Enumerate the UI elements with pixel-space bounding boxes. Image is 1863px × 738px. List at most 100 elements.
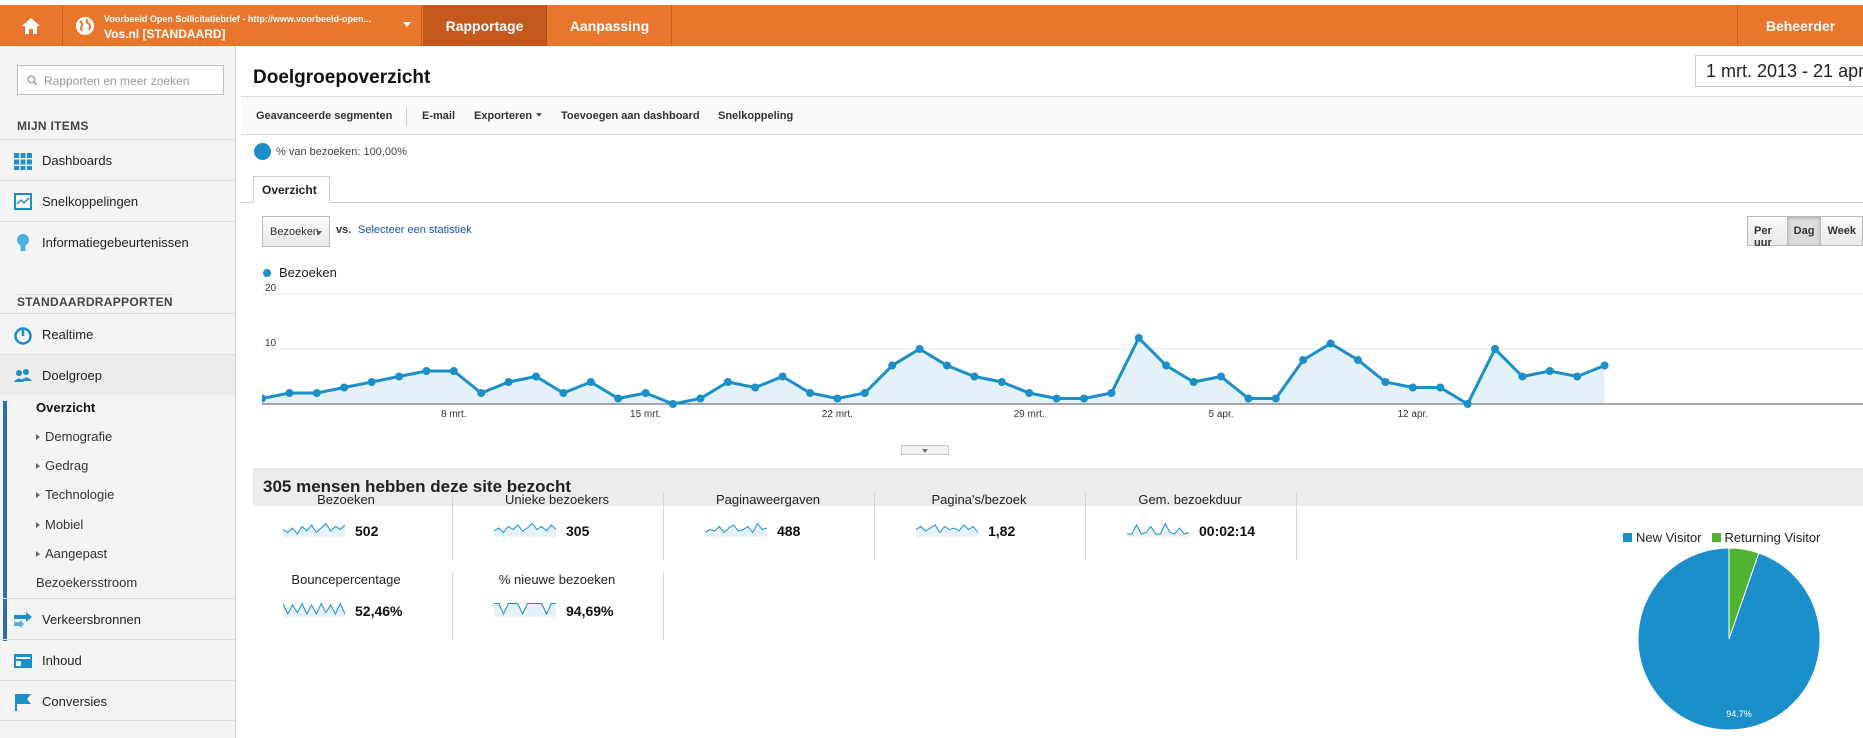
data-point[interactable] — [532, 372, 540, 381]
sidebar-subitem-bezoekersstroom[interactable]: Bezoekersstroom — [36, 575, 138, 590]
data-point[interactable] — [833, 394, 842, 403]
data-point[interactable] — [915, 345, 924, 353]
sidebar-item-informatiegebeurtenissen[interactable]: Informatiegebeurtenissen — [0, 221, 235, 262]
x-tick-label: 22 mrt. — [822, 409, 853, 420]
sidebar-item-snelkoppelingen[interactable]: Snelkoppelingen — [0, 180, 235, 221]
data-point[interactable] — [1134, 334, 1143, 342]
metric-tile[interactable]: Gem. bezoekduur 00:02:14 — [1085, 492, 1295, 562]
data-point[interactable] — [888, 361, 897, 370]
day-button[interactable]: Dag — [1786, 216, 1822, 246]
metric-tile[interactable]: Pagina's/bezoek 1,82 — [874, 492, 1084, 562]
sidebar-subitem-demografie[interactable]: Demografie — [36, 429, 112, 444]
data-point[interactable] — [1408, 383, 1417, 392]
sidebar-item-doelgroep[interactable]: Doelgroep — [0, 354, 235, 395]
week-button[interactable]: Week — [1820, 216, 1863, 246]
data-point[interactable] — [262, 394, 266, 403]
data-point[interactable] — [1080, 394, 1088, 403]
data-point[interactable] — [1025, 389, 1034, 397]
sidebar-subitem-gedrag[interactable]: Gedrag — [36, 458, 88, 473]
data-point[interactable] — [1326, 339, 1335, 348]
data-point[interactable] — [312, 389, 321, 397]
data-point[interactable] — [1381, 378, 1390, 386]
metric-select[interactable]: Bezoeken — [262, 216, 330, 247]
data-point[interactable] — [860, 389, 869, 397]
tab-overzicht[interactable]: Overzicht — [253, 176, 330, 203]
sidebar-item-verkeersbronnen[interactable]: Verkeersbronnen — [0, 598, 235, 639]
chart-collapse-handle[interactable] — [901, 445, 949, 455]
lightbulb-icon — [17, 234, 29, 251]
shortcut-button[interactable]: Snelkoppeling — [718, 110, 794, 122]
data-point[interactable] — [586, 378, 595, 386]
data-point[interactable] — [1600, 361, 1609, 370]
expand-arrow-icon — [36, 551, 40, 557]
metric-tile[interactable]: Unieke bezoekers 305 — [452, 492, 662, 562]
data-point[interactable] — [395, 372, 403, 381]
sidebar-item-inhoud[interactable]: Inhoud — [0, 639, 235, 680]
report-search-input[interactable]: Rapporten en meer zoeken — [17, 65, 224, 95]
data-point[interactable] — [1518, 372, 1527, 381]
date-range-picker[interactable]: 1 mrt. 2013 - 21 apr. 2013 — [1695, 55, 1863, 87]
sidebar-item-dashboards[interactable]: Dashboards — [0, 139, 235, 180]
data-point[interactable] — [477, 389, 486, 397]
data-point[interactable] — [970, 372, 979, 381]
sparkline-line — [494, 603, 556, 616]
data-point[interactable] — [1107, 389, 1116, 397]
data-point[interactable] — [1354, 356, 1362, 364]
sidebar-subitem-mobiel[interactable]: Mobiel — [36, 517, 83, 532]
data-point[interactable] — [504, 378, 513, 386]
data-point[interactable] — [1189, 378, 1198, 386]
sidebar-subitem-technologie[interactable]: Technologie — [36, 487, 114, 502]
email-button[interactable]: E-mail — [422, 110, 456, 122]
sidebar-subitem-overzicht[interactable]: Overzicht — [36, 400, 96, 415]
data-point[interactable] — [614, 394, 623, 403]
data-point[interactable] — [778, 372, 787, 381]
data-point[interactable] — [1244, 394, 1253, 403]
data-point[interactable] — [1162, 361, 1171, 370]
metric-tile[interactable]: Bezoeken 502 — [241, 492, 451, 562]
data-point[interactable] — [340, 383, 349, 392]
metric-tile[interactable]: % nieuwe bezoeken 94,69% — [452, 572, 662, 642]
per-hour-button[interactable]: Per uur — [1747, 216, 1788, 249]
account-selector[interactable]: Voorbeeld Open Sollicitatiebrief - http:… — [64, 5, 422, 46]
home-button[interactable] — [0, 5, 63, 46]
export-button[interactable]: Exporteren — [474, 110, 543, 122]
data-point[interactable] — [723, 378, 732, 386]
data-point[interactable] — [1491, 345, 1499, 353]
data-point[interactable] — [1299, 356, 1308, 364]
data-point[interactable] — [1573, 372, 1582, 381]
data-point[interactable] — [1545, 367, 1554, 375]
data-point[interactable] — [1271, 394, 1280, 403]
sidebar-item-label: Snelkoppelingen — [42, 194, 139, 209]
data-point[interactable] — [285, 389, 294, 397]
sidebar-subitem-aangepast[interactable]: Aangepast — [36, 546, 107, 561]
data-point[interactable] — [1217, 372, 1225, 381]
data-point[interactable] — [1052, 394, 1061, 403]
data-point[interactable] — [1463, 400, 1472, 408]
chart-legend: Bezoeken — [263, 265, 337, 280]
sidebar-item-realtime[interactable]: Realtime — [0, 313, 235, 354]
data-point[interactable] — [641, 389, 650, 397]
data-point[interactable] — [806, 389, 814, 397]
sidebar-item-conversies[interactable]: Conversies — [0, 680, 235, 721]
admin-button[interactable]: Beheerder — [1737, 5, 1863, 46]
data-point[interactable] — [449, 367, 458, 375]
metric-tile[interactable]: Paginaweergaven 488 — [663, 492, 873, 562]
tab-rapportage[interactable]: Rapportage — [423, 5, 547, 46]
data-point[interactable] — [367, 378, 376, 386]
metric-tile[interactable]: Bouncepercentage 52,46% — [241, 572, 451, 642]
select-statistic-link[interactable]: Selecteer een statistiek — [358, 224, 472, 236]
add-to-dashboard-button[interactable]: Toevoegen aan dashboard — [561, 110, 700, 122]
data-point[interactable] — [943, 361, 951, 370]
advanced-segments-button[interactable]: Geavanceerde segmenten — [256, 110, 393, 122]
data-point[interactable] — [422, 367, 431, 375]
data-point[interactable] — [696, 394, 705, 403]
data-point[interactable] — [997, 378, 1006, 386]
data-point[interactable] — [669, 400, 677, 408]
data-point[interactable] — [751, 383, 760, 392]
segment-indicator[interactable]: % van bezoeken: 100,00% — [254, 143, 407, 160]
data-point[interactable] — [1436, 383, 1445, 392]
data-point[interactable] — [559, 389, 568, 397]
tab-aanpassing[interactable]: Aanpassing — [548, 5, 672, 46]
pie-slice[interactable] — [1728, 547, 1760, 640]
